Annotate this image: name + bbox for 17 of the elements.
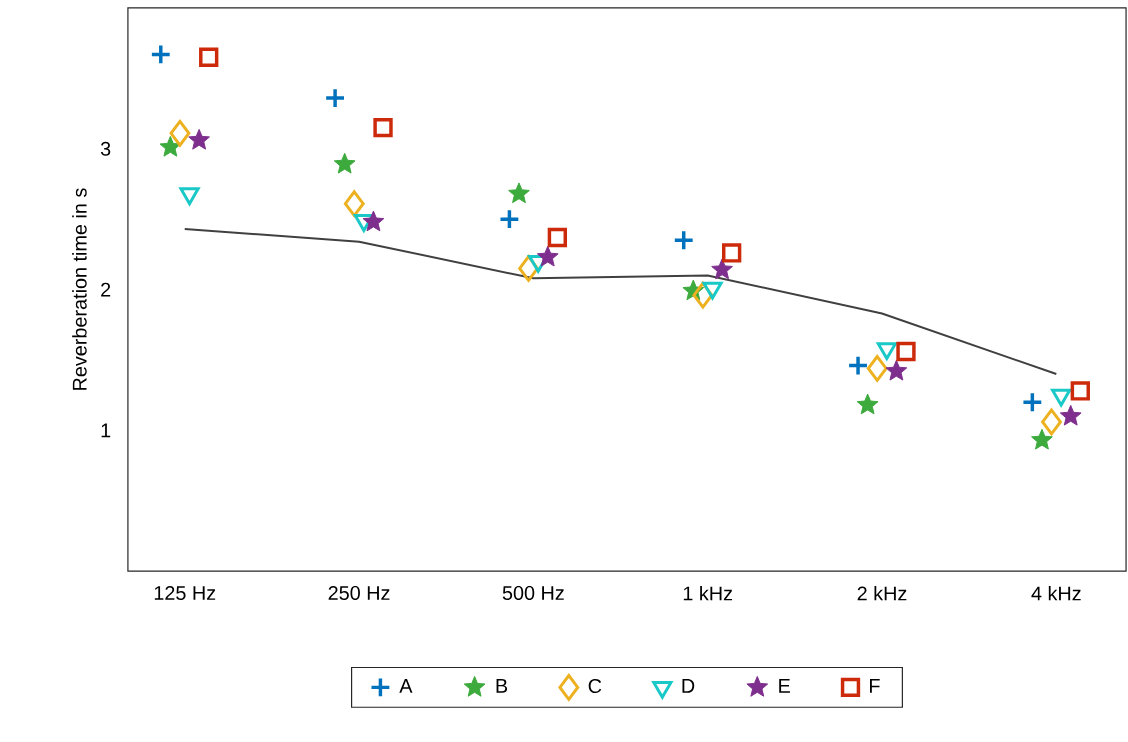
y-tick-label: 3 bbox=[100, 141, 111, 156]
legend-label: A bbox=[399, 678, 413, 693]
y-tick-label: 1 bbox=[101, 423, 111, 438]
legend-label: C bbox=[588, 678, 602, 693]
x-tick-label: 125 Hz bbox=[154, 585, 216, 600]
x-tick-label: 4 kHz bbox=[1031, 585, 1081, 601]
y-tick-label: 2 bbox=[101, 282, 111, 297]
x-tick-label: 2 kHz bbox=[857, 585, 907, 601]
legend-label: E bbox=[779, 678, 790, 693]
x-tick-label: 250 Hz bbox=[328, 585, 390, 600]
line-series bbox=[183, 227, 1058, 375]
legend-label: D bbox=[682, 678, 695, 693]
x-tick-label: 500 Hz bbox=[502, 585, 564, 600]
legend-label: F bbox=[870, 678, 880, 693]
x-tick-label: 1 kHz bbox=[683, 585, 733, 601]
y-axis-title: Reverberation time in s bbox=[72, 188, 87, 390]
legend-label: B bbox=[496, 678, 508, 693]
